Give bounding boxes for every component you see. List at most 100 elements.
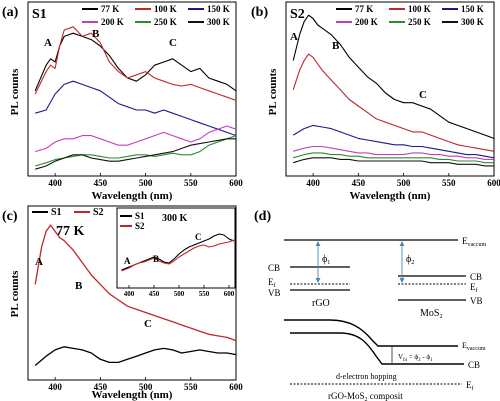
panel-a-legend: 77 K 100 K 150 K 200 K 250 K 300 K — [82, 4, 230, 27]
series-line-100k — [34, 26, 237, 101]
panel-b-plot — [292, 14, 495, 167]
legend-entry: 77 K — [355, 4, 373, 14]
legend-entry: 200 K — [101, 17, 124, 27]
panel-a-sample: S1 — [32, 7, 47, 22]
series-line-250k — [293, 152, 494, 164]
legend-entry: S2 — [93, 207, 104, 218]
panel-c-label: (c) — [2, 209, 18, 224]
legend-entry: 300 K — [461, 17, 484, 27]
composite-cb-label: CB — [468, 360, 480, 370]
x-tick-label: 550 — [184, 382, 198, 392]
series-line-100k — [292, 53, 495, 152]
panel-d: (d) Evaccum CB Ef VB rGO ϕ1 CB Ef VB MoS… — [254, 209, 486, 401]
legend-entry: 100 K — [408, 4, 431, 14]
series-line-s2 — [34, 224, 237, 342]
phi2-label: ϕ2 — [406, 254, 414, 266]
panel-c-frame — [27, 205, 237, 381]
panel-a-peak-a: A — [44, 37, 52, 49]
x-tick-label: 500 — [174, 290, 185, 298]
x-tick-label: 550 — [199, 290, 210, 298]
panel-b: (b) S2 77 K 100 K 150 K 200 K 250 K 300 K A B… — [251, 1, 500, 202]
composite-ef-label: Ef — [466, 380, 474, 392]
legend-entry: 250 K — [154, 17, 177, 27]
panel-b-legend: 77 K 100 K 150 K 200 K 250 K 300 K — [336, 4, 484, 27]
panel-b-ylabel: PL counts — [267, 68, 279, 115]
composite-vacuum-label: Evaccum — [462, 341, 486, 352]
series-line-s1 — [121, 233, 235, 271]
panel-a-peak-b: B — [92, 28, 100, 40]
series-line-s1 — [34, 346, 237, 366]
x-tick-label: 550 — [184, 178, 198, 188]
mos2-cb-label: CB — [470, 272, 482, 282]
series-line-200k — [293, 145, 494, 160]
panel-b-sample: S2 — [290, 7, 305, 22]
panel-a: (a) S1 77 K 100 K 150 K 200 K 250 K 300 K A B… — [2, 1, 243, 202]
series-line-s2 — [121, 239, 235, 272]
phi2-arrowheads — [399, 241, 405, 283]
legend-entry: S1 — [51, 207, 62, 218]
legend-entry: 150 K — [461, 4, 484, 14]
panel-b-xticks: 400 450 500 550 600 — [306, 173, 500, 188]
panel-c-xlabel: Wavelength (nm) — [92, 389, 173, 401]
panel-c-peak-c: C — [144, 318, 152, 330]
panel-b-peak-a: A — [290, 31, 298, 43]
x-tick-label: 500 — [397, 178, 411, 188]
panel-b-label: (b) — [251, 5, 268, 20]
panel-a-ylabel: PL counts — [9, 68, 21, 115]
panel-c-peak-b: B — [75, 280, 83, 292]
legend-entry: S1 — [135, 211, 145, 221]
x-tick-label: 600 — [224, 290, 235, 298]
panel-b-frame — [285, 1, 495, 177]
panel-a-frame — [27, 1, 237, 177]
x-tick-label: 400 — [306, 178, 320, 188]
x-tick-label: 600 — [487, 178, 500, 188]
x-tick-label: 400 — [48, 178, 62, 188]
composite-label: rGO-MoS2 composit — [328, 391, 403, 401]
panel-c-ylabel: PL counts — [9, 270, 21, 317]
legend-entry: 300 K — [207, 17, 230, 27]
legend-entry: 150 K — [207, 4, 230, 14]
mos2-label: MoS2 — [420, 308, 442, 320]
inset-plot — [121, 233, 235, 272]
panel-c-temp: 77 K — [56, 224, 85, 239]
series-line-300k — [293, 157, 494, 167]
x-tick-label: 600 — [229, 382, 243, 392]
composite-cb-band — [290, 332, 464, 365]
series-line-150k — [292, 124, 495, 159]
panel-a-plot — [34, 26, 237, 170]
x-tick-label: 450 — [352, 178, 366, 188]
inset-xticks: 400 450 500 550 600 — [124, 285, 235, 298]
phi1-label: ϕ1 — [322, 254, 330, 266]
panel-c-plot — [34, 224, 237, 366]
series-line-77k — [34, 32, 237, 92]
series-line-77k — [292, 14, 495, 139]
panel-d-label: (d) — [254, 209, 271, 224]
vacuum-level-label: Evaccum — [462, 236, 486, 248]
x-tick-label: 450 — [149, 290, 160, 298]
legend-entry: 200 K — [355, 17, 378, 27]
panel-b-xlabel: Wavelength (nm) — [350, 190, 431, 202]
rgo-label: rGO — [312, 298, 330, 309]
x-tick-label: 550 — [442, 178, 456, 188]
panel-b-peak-b: B — [332, 40, 340, 52]
inset-peak-b: B — [153, 254, 159, 264]
panel-a-peak-c: C — [169, 37, 177, 49]
series-line-250k — [35, 135, 237, 167]
panel-c-legend: S1 S2 — [32, 207, 104, 218]
hopping-label: d-electron hopping — [336, 372, 397, 381]
rgo-cb-label: CB — [268, 263, 280, 273]
x-tick-label: 400 — [124, 290, 135, 298]
series-line-200k — [35, 125, 237, 153]
legend-entry: 77 K — [101, 4, 119, 14]
x-tick-label: 450 — [94, 178, 108, 188]
inset-temp: 300 K — [162, 213, 188, 224]
inset-peak-c: C — [195, 232, 202, 242]
mos2-vb-label: VB — [470, 296, 483, 306]
legend-entry: 250 K — [408, 17, 431, 27]
rgo-vb-label: VB — [268, 288, 281, 298]
panel-a-label: (a) — [2, 5, 19, 20]
panel-c-xticks: 400 450 500 550 600 — [48, 377, 243, 392]
